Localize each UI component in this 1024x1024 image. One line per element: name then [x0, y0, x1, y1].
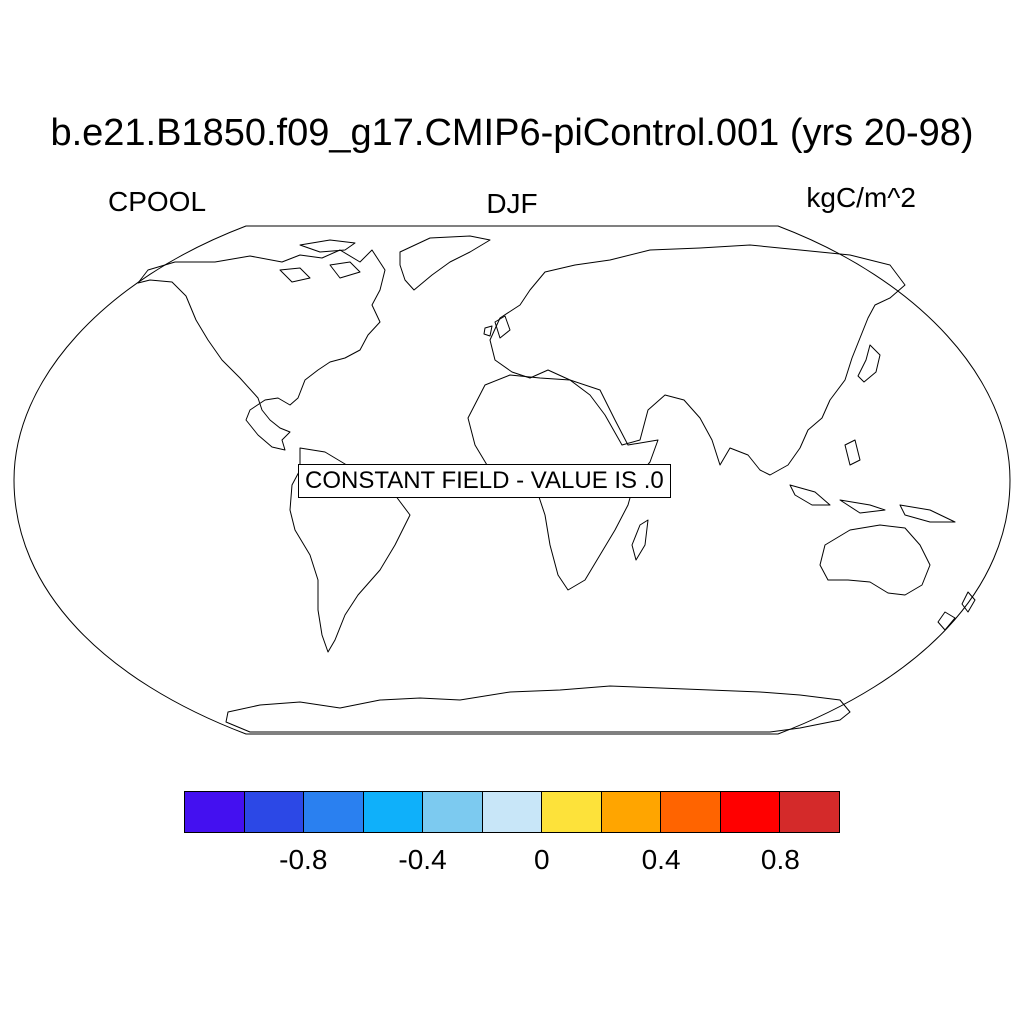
season-label: DJF: [486, 188, 538, 219]
colorbar-swatch: [482, 792, 543, 832]
colorbar-swatch: [244, 792, 305, 832]
coastline-south-america: [289, 447, 411, 653]
coastline-madagascar: [631, 519, 649, 561]
coastline-north-america: [137, 249, 386, 451]
variable-label: CPOOL: [108, 186, 207, 217]
coastline-antarctica: [225, 685, 851, 733]
colorbar-tick-label: -0.4: [398, 844, 447, 875]
coastline-japan: [857, 344, 881, 383]
plot-title: b.e21.B1850.f09_g17.CMIP6-piControl.001 …: [50, 112, 974, 154]
colorbar-swatch: [542, 792, 602, 832]
colorbar-tick-label: 0.8: [760, 844, 800, 875]
coastline-australia: [819, 524, 931, 596]
units-label: kgC/m^2: [806, 182, 916, 213]
colorbar-swatch: [601, 792, 662, 832]
coastline-british-isles: [483, 315, 511, 339]
colorbar-swatch: [780, 792, 840, 832]
coastline-new-zealand: [937, 591, 976, 631]
colorbar-tick-label: 0: [534, 844, 550, 875]
colorbar-tick-label: -0.8: [279, 844, 328, 875]
colorbar-swatch: [423, 792, 483, 832]
map-boundary: [13, 225, 1011, 735]
coastline-eurasia: [489, 244, 906, 476]
colorbar-swatch: [363, 792, 424, 832]
coastline-greenland: [399, 235, 491, 291]
colorbar-swatch: [661, 792, 721, 832]
coastlines: [137, 235, 976, 733]
colorbar: [184, 791, 840, 833]
colorbar-tick-label: 0.4: [641, 844, 681, 875]
coastline-arctic-islands: [279, 239, 361, 283]
colorbar-swatch: [304, 792, 364, 832]
colorbar-swatch: [720, 792, 781, 832]
constant-field-notice: CONSTANT FIELD - VALUE IS .0: [298, 464, 671, 498]
coastline-southeast-asia-islands: [789, 439, 956, 523]
colorbar-swatch: [185, 792, 245, 832]
